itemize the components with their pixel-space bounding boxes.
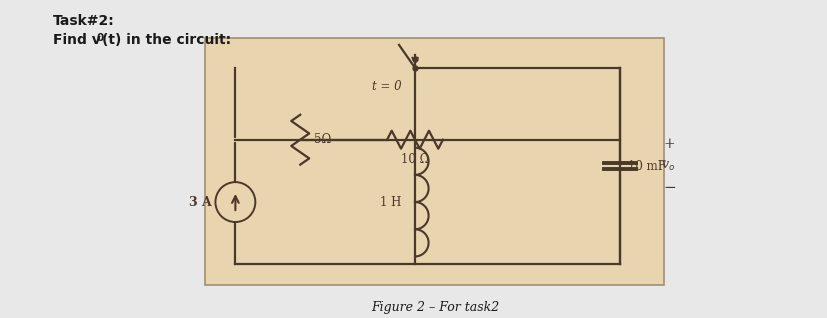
Text: 3 A: 3 A: [189, 196, 211, 209]
Text: 0: 0: [97, 33, 104, 43]
Text: −: −: [662, 181, 675, 195]
Text: Task#2:: Task#2:: [53, 14, 114, 28]
Text: v$_o$: v$_o$: [661, 160, 675, 173]
Text: 1 H: 1 H: [380, 196, 400, 209]
Text: 10 Ω: 10 Ω: [400, 153, 428, 166]
Bar: [205, 38, 663, 285]
Circle shape: [215, 182, 255, 222]
Text: +: +: [662, 137, 675, 151]
Text: 10 mF: 10 mF: [627, 160, 665, 173]
Text: Find v: Find v: [53, 33, 100, 47]
Text: (t) in the circuit:: (t) in the circuit:: [102, 33, 231, 47]
Text: t = 0: t = 0: [372, 80, 401, 93]
Text: Figure 2 – For task2: Figure 2 – For task2: [370, 301, 499, 315]
Text: 5Ω: 5Ω: [313, 133, 331, 146]
